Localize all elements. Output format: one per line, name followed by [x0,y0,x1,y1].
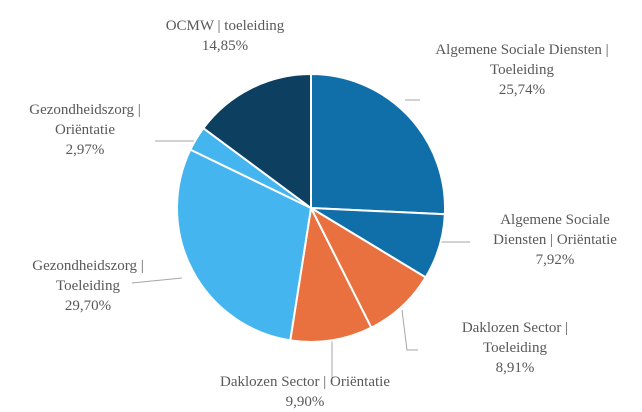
value-label: 14,85% [201,38,249,54]
slice-label: Algemene Sociale Diensten | Toeleiding 25… [427,40,617,100]
category-name: OCMW | toeleiding [165,18,285,34]
value-label: 7,92% [535,252,575,268]
category-name: Algemene Sociale Diensten | Oriëntatie [493,212,617,248]
slice-label: Daklozen Sector | Toeleiding 8,91% [440,318,590,378]
category-name: Daklozen Sector | Toeleiding [461,320,569,356]
category-name: Gezondheidszorg | Toeleiding [32,258,144,294]
pie-slice [310,72,446,216]
category-name: Gezondheidszorg | Oriëntatie [29,102,141,138]
slice-label: Gezondheidszorg | Toeleiding 29,70% [8,256,168,316]
pie-slice [289,204,373,343]
category-name: Daklozen Sector | Oriëntatie [219,374,391,390]
value-label: 25,74% [498,82,546,98]
value-label: 29,70% [64,298,112,314]
value-label: 9,90% [285,394,325,410]
value-label: 2,97% [65,142,105,158]
leader-line [401,309,418,351]
value-label: 8,91% [495,360,535,376]
pie-slice [176,148,313,342]
leader-line [131,277,183,284]
category-name: Algemene Sociale Diensten | Toeleiding [435,42,609,78]
slice-label: Gezondheidszorg | Oriëntatie 2,97% [5,100,165,160]
slice-label: Daklozen Sector | Oriëntatie 9,90% [175,372,435,412]
pie-slice [201,72,312,210]
slice-label: OCMW | toeleiding 14,85% [165,16,285,56]
slice-label: Algemene Sociale Diensten | Oriëntatie 7,… [480,210,630,270]
